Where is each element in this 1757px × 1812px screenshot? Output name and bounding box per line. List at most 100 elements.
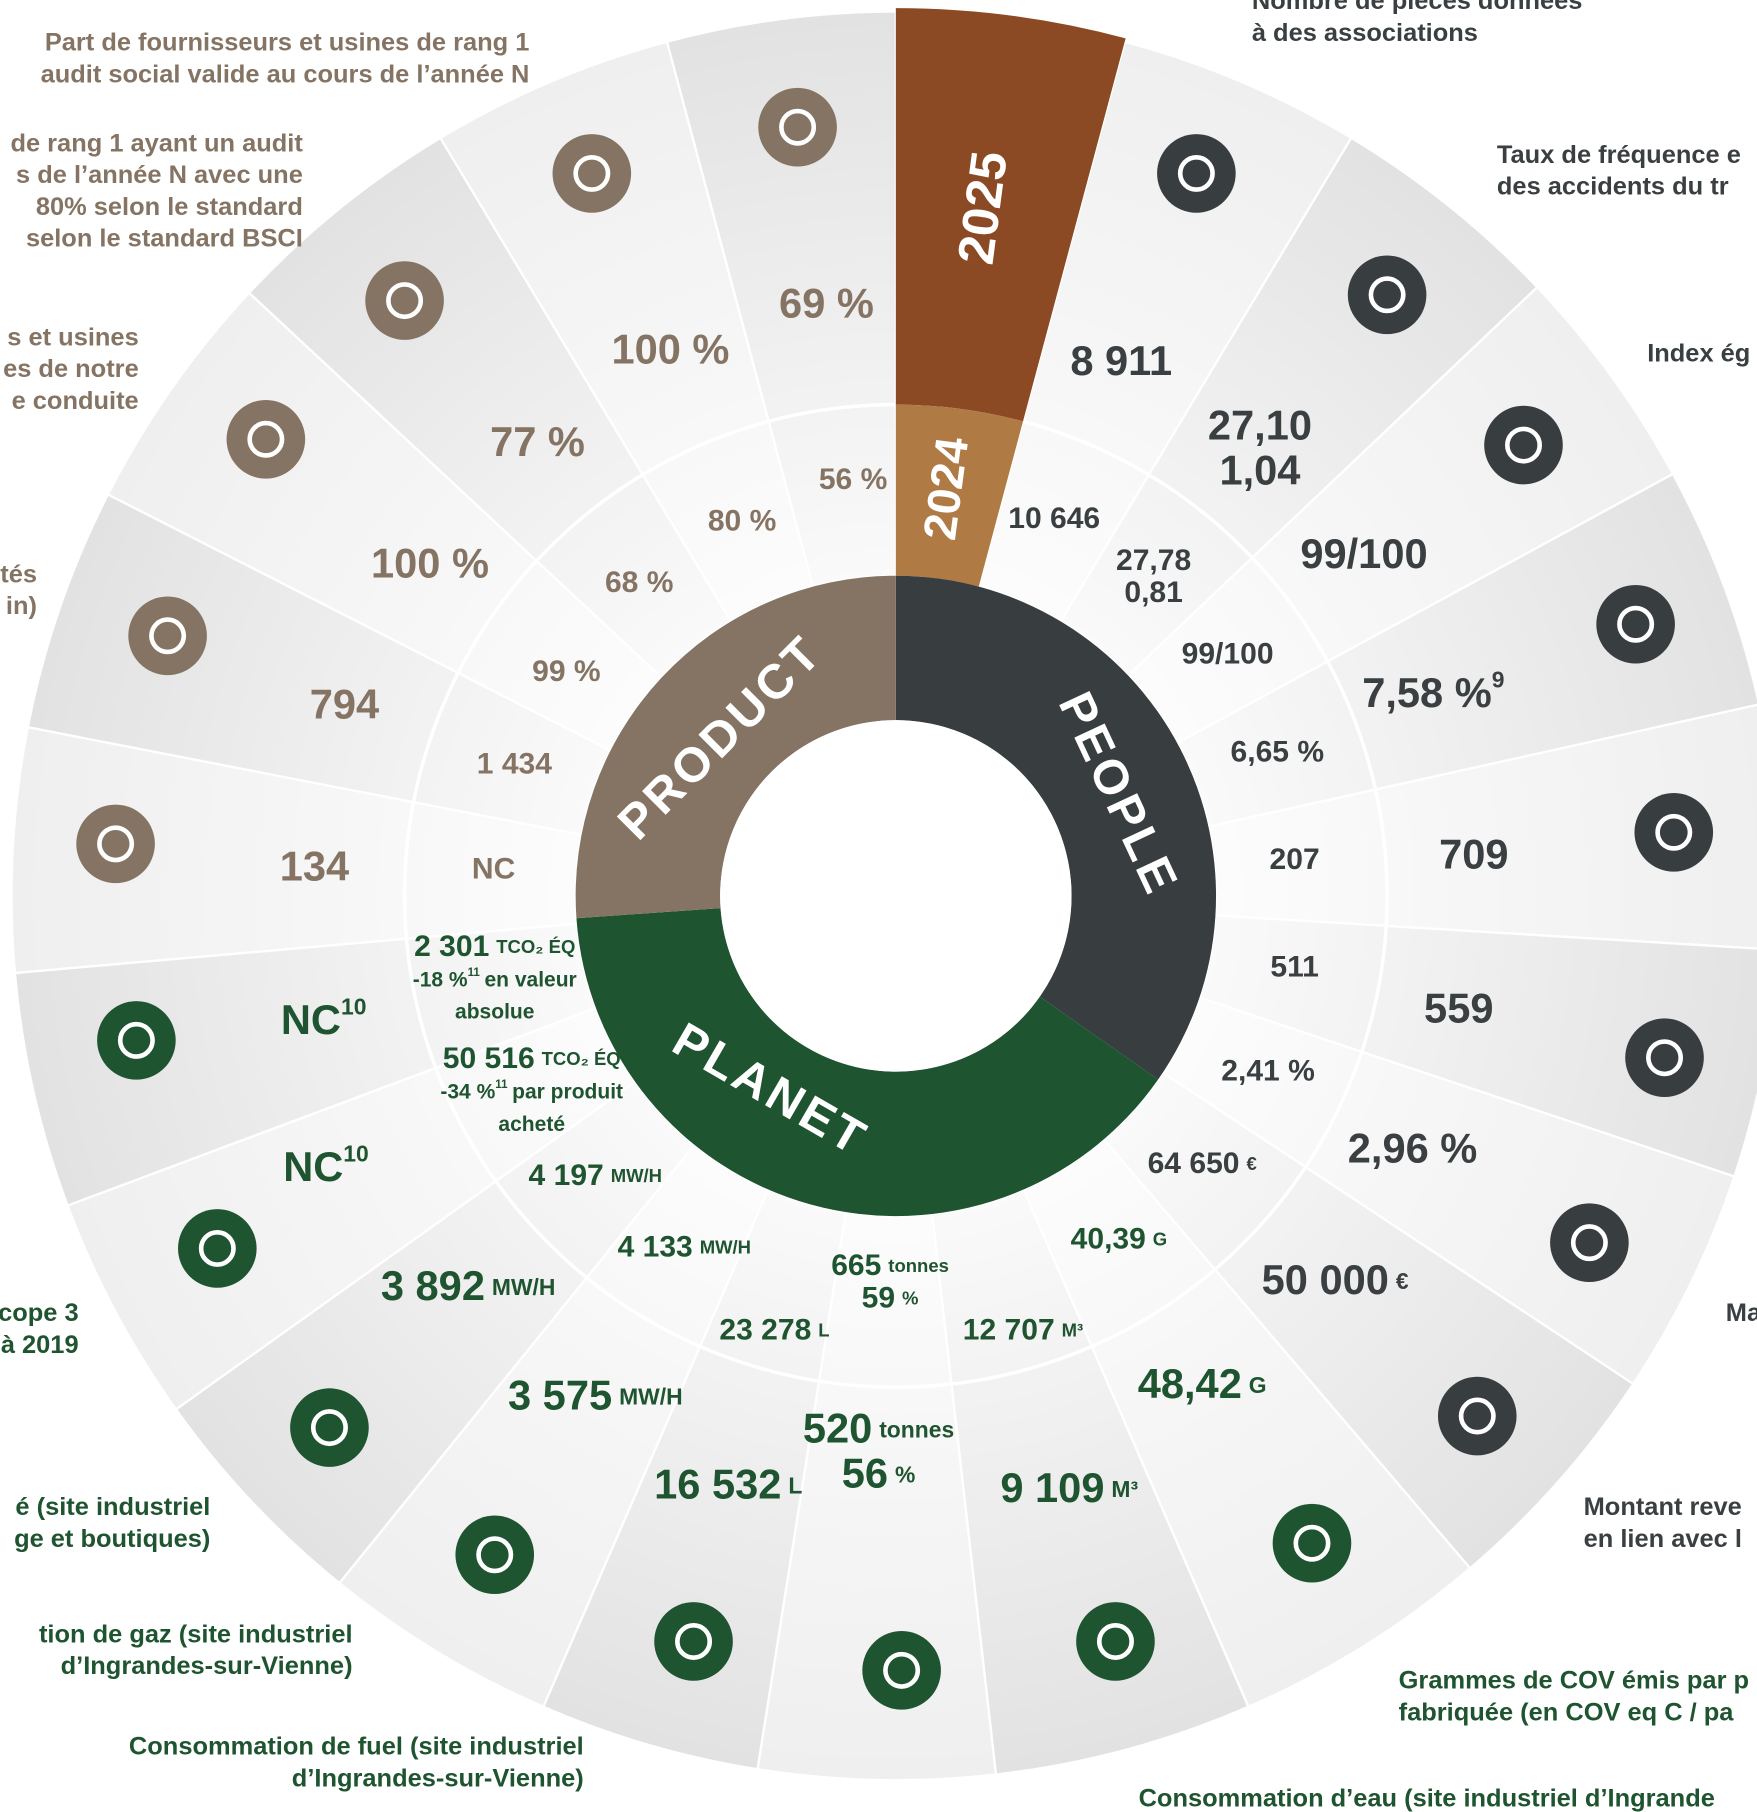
value-text: 4 133 <box>618 1230 693 1263</box>
value-sup: 11 <box>468 967 481 979</box>
value: NC <box>472 852 515 885</box>
icon <box>1347 255 1427 335</box>
value: 511 <box>1270 951 1318 984</box>
value-text: 520 <box>803 1405 872 1452</box>
value: 56 % <box>819 463 888 496</box>
value-text: 27,78 <box>1116 544 1191 577</box>
indicator-label: tés <box>0 560 37 588</box>
value-unit: % <box>902 1287 918 1308</box>
value-text: 40,39 <box>1071 1222 1146 1255</box>
value: 8 911 <box>1070 337 1172 384</box>
icon-detail <box>247 420 285 458</box>
value: 3 892 MW/H <box>381 1262 556 1309</box>
icon-detail <box>1368 276 1406 314</box>
value-text: 9 109 <box>1000 1464 1104 1511</box>
value: 1,04 <box>1219 446 1300 493</box>
value-text: 59 <box>862 1281 895 1314</box>
icon-detail <box>386 282 424 320</box>
value-sup: 10 <box>341 994 366 1020</box>
value: 64 650 € <box>1148 1147 1257 1180</box>
value-unit: MW/H <box>611 1165 662 1186</box>
indicator-label: en lien avec l <box>1584 1525 1742 1553</box>
value-unit: MW/H <box>492 1274 556 1300</box>
value-text: 50 516 <box>443 1042 535 1075</box>
indicator-label: Ma <box>1726 1299 1757 1327</box>
indicator-label: Grammes de COV émis par p <box>1399 1667 1749 1695</box>
icon <box>76 804 155 884</box>
indicator-label: d’Ingrandes-sur-Vienne) <box>61 1652 353 1680</box>
indicator-label: 80% selon le standard <box>36 193 303 221</box>
value: 50 000 € <box>1262 1256 1409 1303</box>
value: 2,96 % <box>1348 1124 1478 1171</box>
value-text: 99/100 <box>1182 637 1274 670</box>
icon <box>1596 584 1675 664</box>
value: 27,10 <box>1208 401 1312 448</box>
value-unit: MW/H <box>700 1236 751 1257</box>
icon-detail <box>476 1536 514 1574</box>
icon-detail <box>1655 813 1693 851</box>
icon-detail <box>1293 1524 1331 1562</box>
indicator-label: audit social valide au cours de l’année … <box>41 60 530 88</box>
value-sup: 10 <box>343 1140 368 1166</box>
value-text: 709 <box>1439 831 1508 878</box>
value-sup: 11 <box>495 1079 508 1091</box>
year-current-band <box>895 8 1126 422</box>
icon-detail <box>1458 1397 1496 1435</box>
icon-detail <box>675 1622 713 1660</box>
value: -34 %11 par produit <box>440 1079 623 1103</box>
value-text: NC <box>281 996 341 1043</box>
value: NC10 <box>283 1140 369 1190</box>
value-text: 77 % <box>490 418 585 465</box>
indicator-label: in) <box>6 592 37 620</box>
indicator-label: Montant reve <box>1584 1493 1742 1521</box>
value: 559 <box>1424 984 1493 1031</box>
value-text: 7,58 % <box>1362 669 1492 716</box>
icon-detail <box>149 617 187 655</box>
value: 99 % <box>532 655 601 688</box>
indicator-label: s et usines <box>7 323 138 351</box>
icon <box>97 1001 176 1080</box>
value-text: 27,10 <box>1208 401 1312 448</box>
value: 0,81 <box>1124 576 1182 609</box>
value-text: 56 <box>842 1450 888 1497</box>
icon <box>290 1388 369 1467</box>
value-unit: L <box>788 1473 802 1499</box>
icon-detail <box>1177 154 1215 192</box>
icon <box>226 399 306 479</box>
icon <box>862 1631 941 1710</box>
value: 6,65 % <box>1231 736 1325 769</box>
value-text: 134 <box>280 842 349 889</box>
indicator-label: tion de gaz (site industriel <box>39 1620 353 1648</box>
indicator-label: Part de fournisseurs et usines de rang 1 <box>45 29 530 57</box>
value: 4 197 MW/H <box>529 1159 662 1192</box>
indicator-label: à des associations <box>1252 19 1478 47</box>
value: 709 <box>1439 831 1508 878</box>
icon <box>1550 1203 1629 1282</box>
value: 16 532 L <box>654 1461 802 1508</box>
value: 2,41 % <box>1221 1055 1315 1088</box>
value: 80 % <box>708 504 776 537</box>
pillar <box>895 575 1217 1080</box>
value-text: 80 % <box>708 504 776 537</box>
value: 59% <box>862 1281 919 1314</box>
value: 77 % <box>490 418 585 465</box>
icon <box>552 134 632 213</box>
value: 2 301 TCO₂ ÉQ <box>414 930 575 963</box>
value-text: 207 <box>1270 843 1320 876</box>
icon <box>128 596 207 676</box>
value: 69 % <box>779 279 874 326</box>
value-text: 1 434 <box>477 747 552 780</box>
value: 12 707 M³ <box>963 1314 1083 1347</box>
value: 134 <box>280 842 349 889</box>
indicator-label: Consommation de fuel (site industriel <box>129 1733 584 1761</box>
icon-detail <box>310 1409 348 1447</box>
value: 9 109 M³ <box>1000 1464 1138 1511</box>
value: acheté <box>498 1112 565 1135</box>
value-text: 511 <box>1270 951 1318 984</box>
value: NC10 <box>281 994 367 1044</box>
value-text: 99 % <box>532 655 601 688</box>
icon <box>1076 1602 1155 1681</box>
value-text: -18 % <box>413 968 468 991</box>
icon <box>1437 1376 1517 1456</box>
value-text: 100 % <box>371 539 489 586</box>
